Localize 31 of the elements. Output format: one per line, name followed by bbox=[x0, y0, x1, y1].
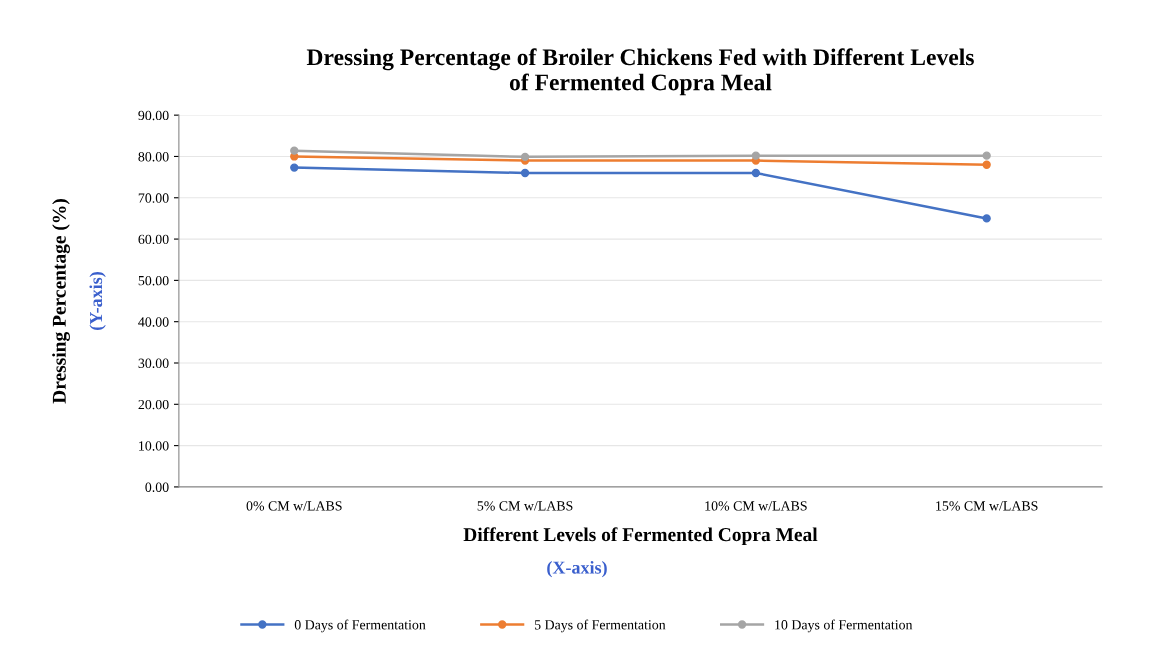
y-tick-label: 30.00 bbox=[138, 358, 169, 369]
point bbox=[982, 214, 991, 223]
text: (Y-axis) bbox=[89, 272, 106, 331]
y-tick-label: 80.00 bbox=[138, 152, 169, 162]
text: (X-axis) bbox=[547, 560, 607, 578]
point bbox=[520, 168, 530, 178]
point bbox=[982, 160, 991, 169]
y-tick-label: 10.00 bbox=[139, 441, 169, 451]
point bbox=[290, 163, 299, 172]
y-axis-title: Dressing Percentage (%) bbox=[52, 199, 70, 404]
x-tick-label: 10% CM w/LABS bbox=[705, 501, 807, 511]
x-tick-label: 5% CM w/LABS bbox=[477, 501, 573, 511]
y-tick-label: 70.00 bbox=[138, 193, 169, 203]
y-tick-label: 0.00 bbox=[145, 482, 169, 492]
y-tick-label: 60.00 bbox=[138, 234, 169, 245]
x-tick-label: 0% CM w/LABS bbox=[246, 501, 342, 511]
y-tick-label: 40.00 bbox=[138, 317, 169, 327]
legend-label: 0 Days of Fermentation bbox=[294, 619, 426, 633]
point bbox=[290, 146, 299, 155]
point bbox=[751, 151, 761, 160]
legend-label: 5 Days of Fermentation bbox=[534, 619, 666, 633]
x-tick-label: 15% CM w/LABS bbox=[936, 501, 1038, 511]
x-axis-title: Different Levels of Fermented Copra Meal bbox=[463, 527, 818, 546]
point bbox=[520, 152, 530, 162]
point bbox=[751, 168, 761, 178]
chart-title: Dressing Percentage of Broiler Chickens Fed with Different Levels of Fermented Copra Meal bbox=[306, 48, 974, 96]
legend-label: 10 Days of Fermentation bbox=[775, 619, 913, 633]
y-tick-label: 50.00 bbox=[138, 275, 169, 286]
y-tick-label: 20.00 bbox=[138, 399, 169, 410]
point bbox=[982, 151, 991, 160]
y-tick-label: 90.00 bbox=[138, 110, 169, 121]
